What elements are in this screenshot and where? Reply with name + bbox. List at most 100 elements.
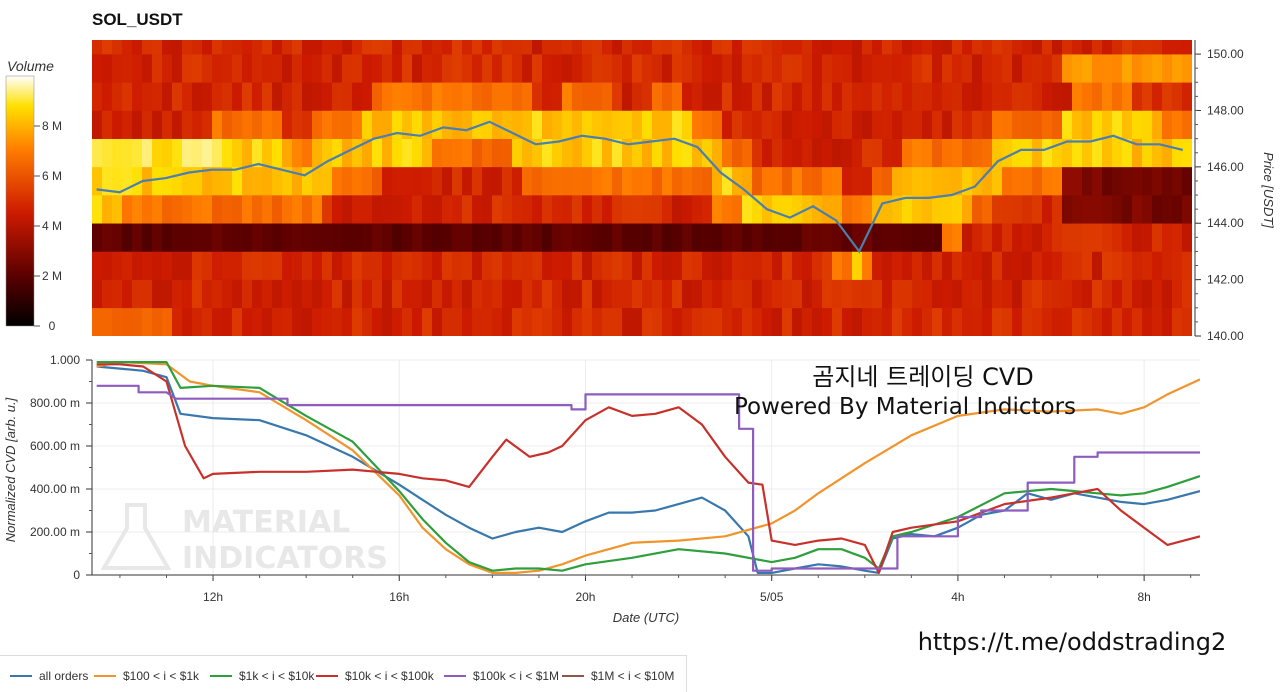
heatmap-cell [592, 166, 603, 196]
heatmap-cell [1172, 195, 1183, 224]
heatmap-cell [1092, 195, 1103, 224]
heatmap-cell [292, 195, 303, 224]
heatmap-cell [372, 82, 383, 111]
legend-item-label[interactable]: $1k < i < $10k [239, 669, 315, 683]
heatmap-cell [302, 251, 313, 280]
heatmap-cell [192, 40, 203, 55]
heatmap-cell [762, 54, 773, 83]
legend-item-label[interactable]: all orders [39, 669, 89, 683]
heatmap-cell [912, 82, 923, 111]
heatmap-cell [902, 166, 913, 196]
heatmap-cell [552, 40, 563, 55]
heatmap-cell [782, 40, 793, 55]
heatmap-cell [452, 223, 463, 252]
heatmap-cell [802, 279, 813, 309]
heatmap-cell [272, 138, 283, 168]
heatmap-cell [352, 40, 363, 55]
heatmap-cell [682, 195, 693, 224]
heatmap-cell [502, 251, 513, 280]
heatmap-cell [1082, 166, 1093, 196]
heatmap-cell [772, 82, 783, 111]
heatmap-cell [532, 54, 543, 83]
heatmap-cell [232, 307, 243, 336]
heatmap-cell [1152, 54, 1163, 83]
heatmap-cell [882, 54, 893, 83]
heatmap-cell [932, 82, 943, 111]
heatmap-cell [432, 279, 443, 309]
heatmap-cell [752, 110, 763, 139]
heatmap-cell [672, 166, 683, 196]
heatmap-cell [412, 195, 423, 224]
heatmap-cell [682, 40, 693, 55]
legend-item-label[interactable]: $100k < i < $1M [473, 669, 560, 683]
heatmap-cell [1072, 110, 1083, 139]
chart-title: SOL_USDT [92, 10, 183, 29]
heatmap-cell [1032, 40, 1043, 55]
heatmap-cell [1172, 138, 1183, 168]
heatmap-cell [942, 82, 953, 111]
heatmap-cell [672, 279, 683, 309]
heatmap-cell [582, 279, 593, 309]
heatmap-cell [172, 195, 183, 224]
heatmap-cell [922, 223, 933, 252]
heatmap-cell [482, 82, 493, 111]
legend-swatch [94, 675, 116, 677]
heatmap-cell [192, 307, 203, 336]
heatmap-cell [1012, 223, 1023, 252]
heatmap-cell [782, 279, 793, 309]
heatmap-cell [982, 110, 993, 139]
heatmap-cell [952, 223, 963, 252]
heatmap-cell [1172, 166, 1183, 196]
heatmap-cell [272, 40, 283, 55]
heatmap-cell [292, 138, 303, 168]
heatmap-cell [1182, 223, 1192, 252]
heatmap-cell [512, 138, 523, 168]
colorbar-tick-label: 6 M [42, 169, 62, 183]
heatmap-cell [922, 138, 933, 168]
heatmap-cell [302, 138, 313, 168]
heatmap-cell [642, 279, 653, 309]
heatmap-cell [322, 166, 333, 196]
heatmap-cell [272, 279, 283, 309]
heatmap-cell [872, 54, 883, 83]
heatmap-cell [1072, 54, 1083, 83]
heatmap-cell [212, 166, 223, 196]
heatmap-cell [602, 40, 613, 55]
heatmap-cell [202, 223, 213, 252]
legend-item-label[interactable]: $1M < i < $10M [591, 669, 675, 683]
heatmap-cell [652, 166, 663, 196]
heatmap-cell [452, 82, 463, 111]
heatmap-cell [92, 279, 103, 309]
heatmap-cell [822, 110, 833, 139]
heatmap-cell [1052, 251, 1063, 280]
legend-item-label[interactable]: $10k < i < $100k [345, 669, 434, 683]
heatmap-cell [772, 279, 783, 309]
heatmap-cell [342, 82, 353, 111]
heatmap-cell [712, 82, 723, 111]
heatmap-cell [442, 82, 453, 111]
heatmap-cell [912, 279, 923, 309]
heatmap-cell [342, 279, 353, 309]
legend-item-label[interactable]: $100 < i < $1k [123, 669, 200, 683]
heatmap-cell [1162, 54, 1173, 83]
heatmap-cell [1182, 54, 1192, 83]
heatmap-cell [572, 223, 583, 252]
heatmap-cell [322, 279, 333, 309]
heatmap-cell [792, 54, 803, 83]
heatmap-cell [292, 307, 303, 336]
heatmap-cell [202, 279, 213, 309]
heatmap-cell [272, 82, 283, 111]
series-line [96, 384, 1200, 572]
heatmap-cell [1132, 307, 1143, 336]
heatmap-cell [632, 307, 643, 336]
heatmap-cell [932, 138, 943, 168]
heatmap-cell [112, 279, 123, 309]
heatmap-cell [402, 307, 413, 336]
telegram-url[interactable]: https://t.me/oddstrading2 [918, 628, 1227, 656]
heatmap-cell [1142, 251, 1153, 280]
heatmap-cell [292, 40, 303, 55]
heatmap-cell [202, 138, 213, 168]
heatmap-cell [902, 279, 913, 309]
heatmap-cell [452, 40, 463, 55]
heatmap-cell [1162, 195, 1173, 224]
